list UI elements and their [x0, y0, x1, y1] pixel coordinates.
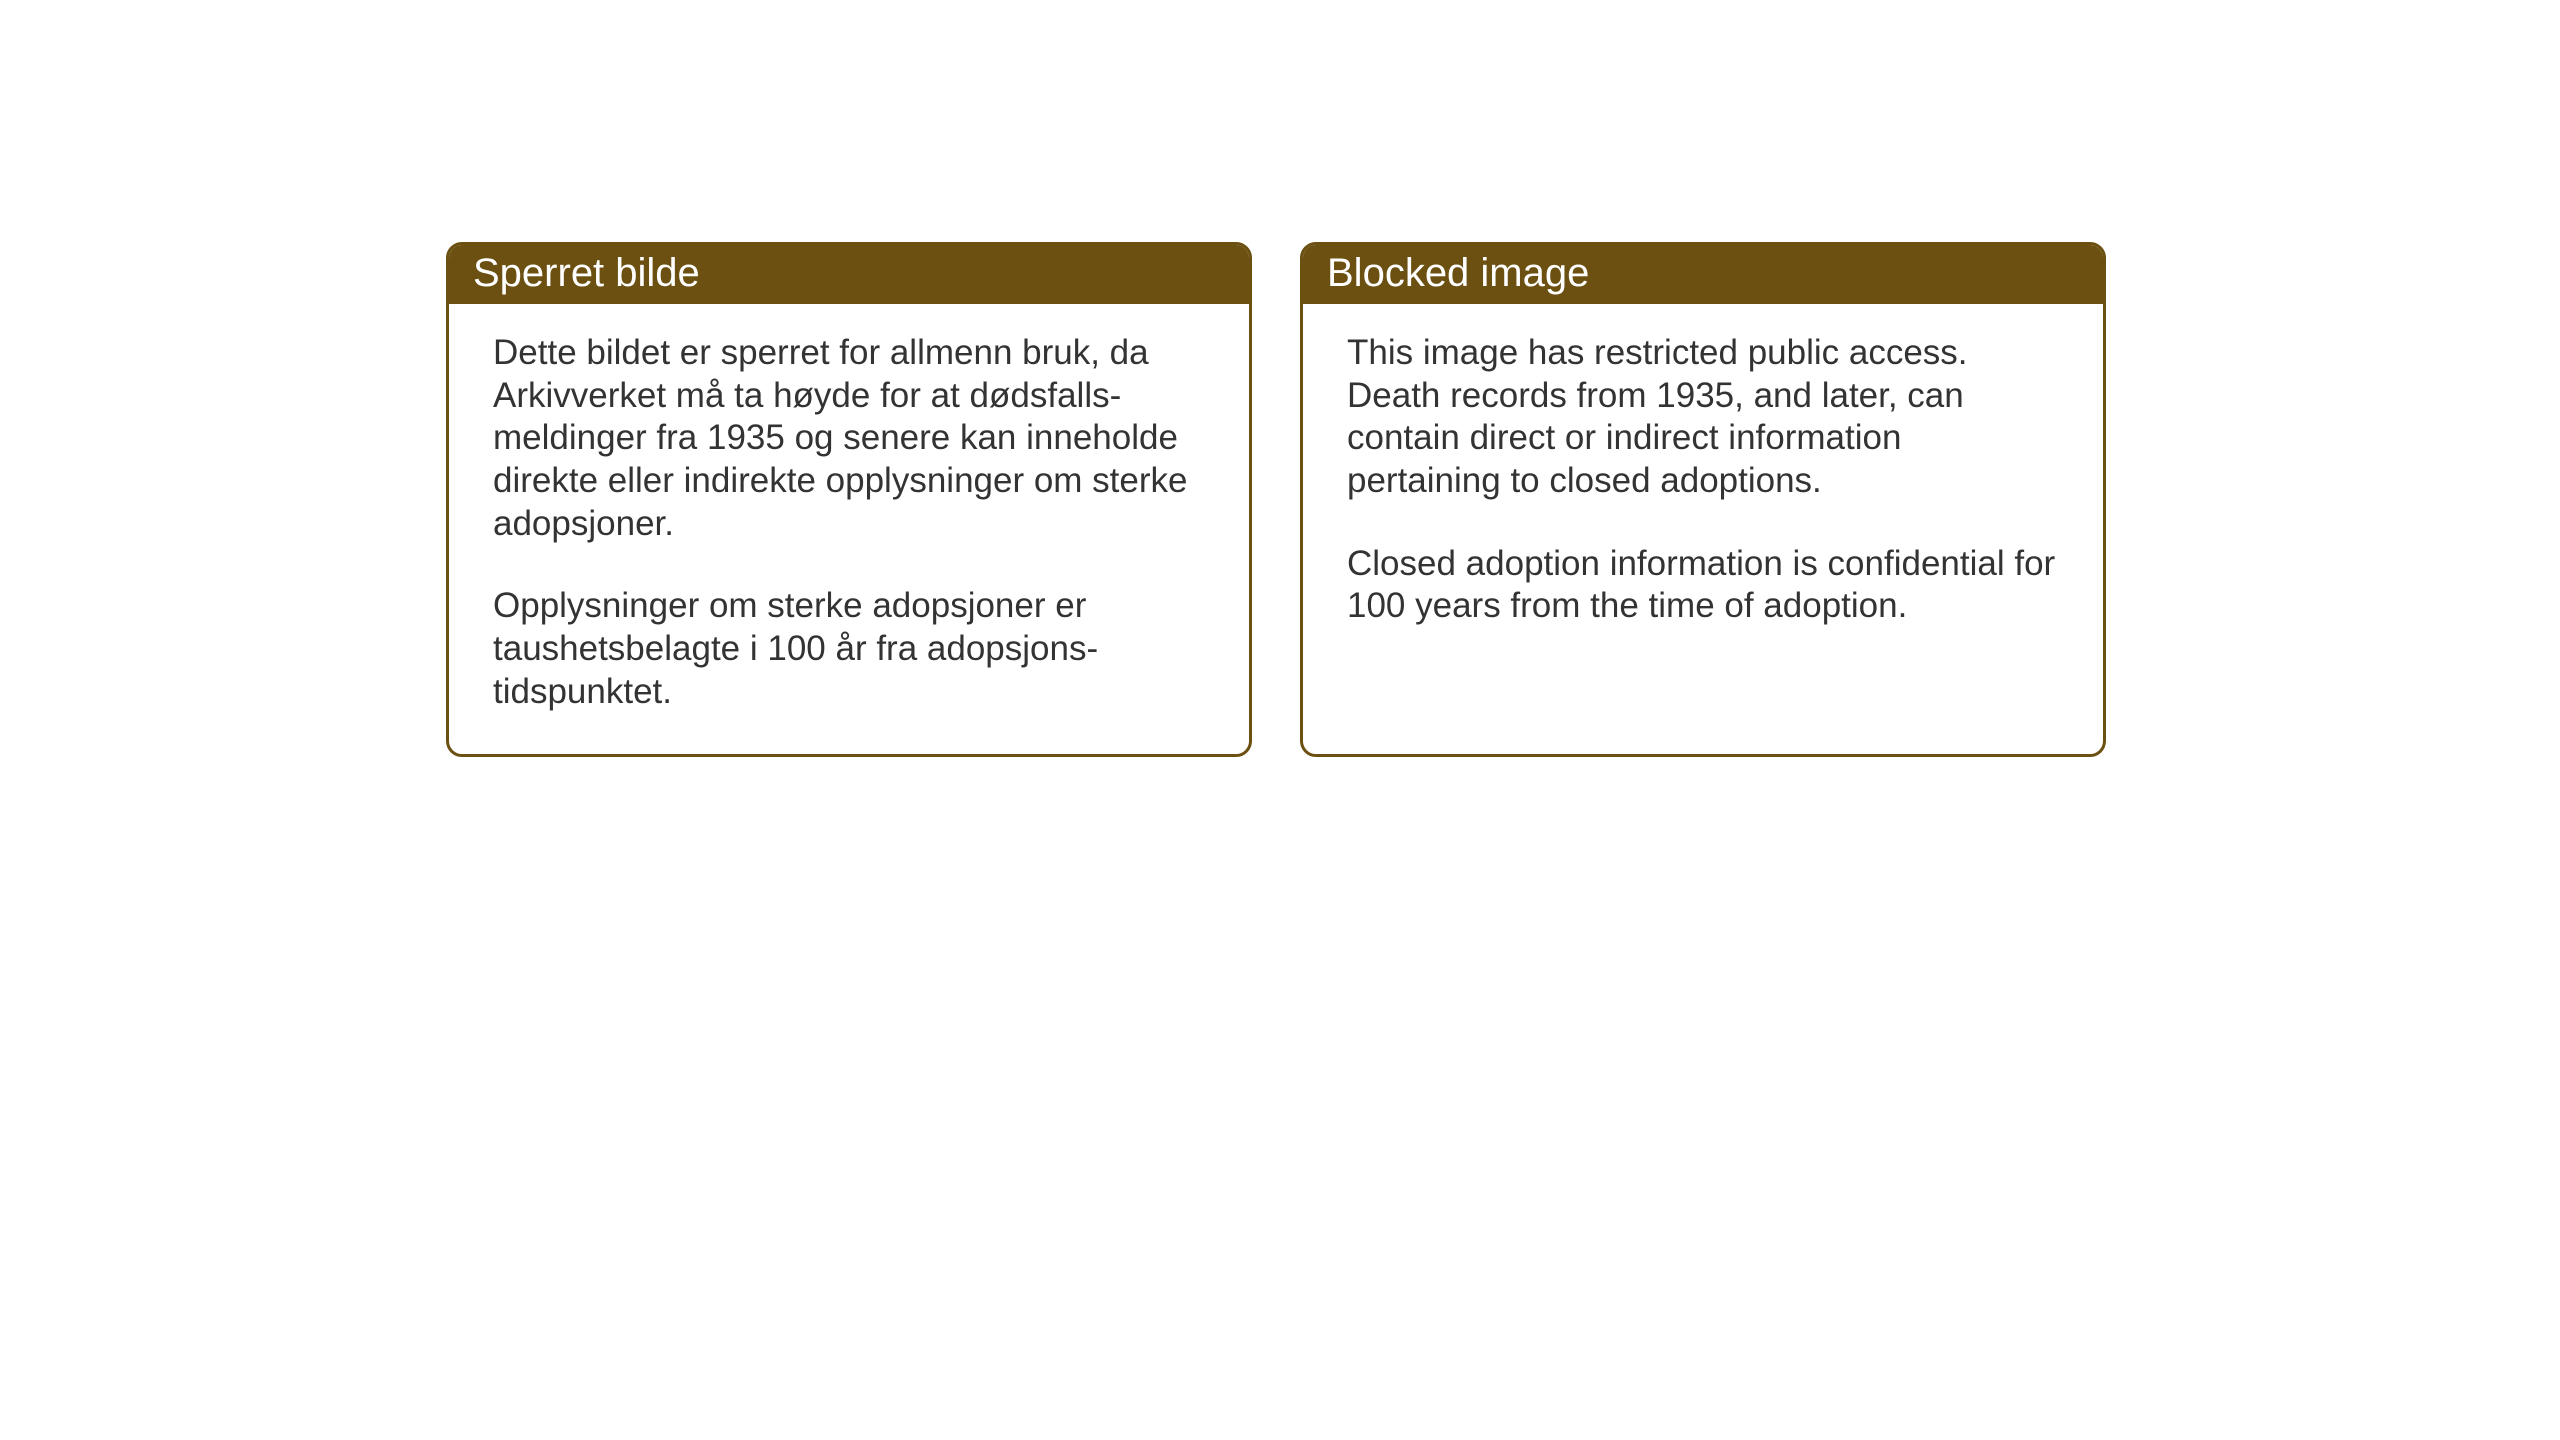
notice-container: Sperret bilde Dette bildet er sperret fo… — [446, 242, 2106, 757]
card-paragraph: Opplysninger om sterke adopsjoner er tau… — [493, 585, 1205, 713]
card-body-norwegian: Dette bildet er sperret for allmenn bruk… — [449, 304, 1249, 754]
card-paragraph: This image has restricted public access.… — [1347, 332, 2059, 503]
card-title: Blocked image — [1327, 251, 1589, 295]
card-paragraph: Dette bildet er sperret for allmenn bruk… — [493, 332, 1205, 545]
notice-card-norwegian: Sperret bilde Dette bildet er sperret fo… — [446, 242, 1252, 757]
card-body-english: This image has restricted public access.… — [1303, 304, 2103, 668]
notice-card-english: Blocked image This image has restricted … — [1300, 242, 2106, 757]
card-header-norwegian: Sperret bilde — [449, 245, 1249, 304]
card-title: Sperret bilde — [473, 251, 700, 295]
card-paragraph: Closed adoption information is confident… — [1347, 543, 2059, 628]
card-header-english: Blocked image — [1303, 245, 2103, 304]
